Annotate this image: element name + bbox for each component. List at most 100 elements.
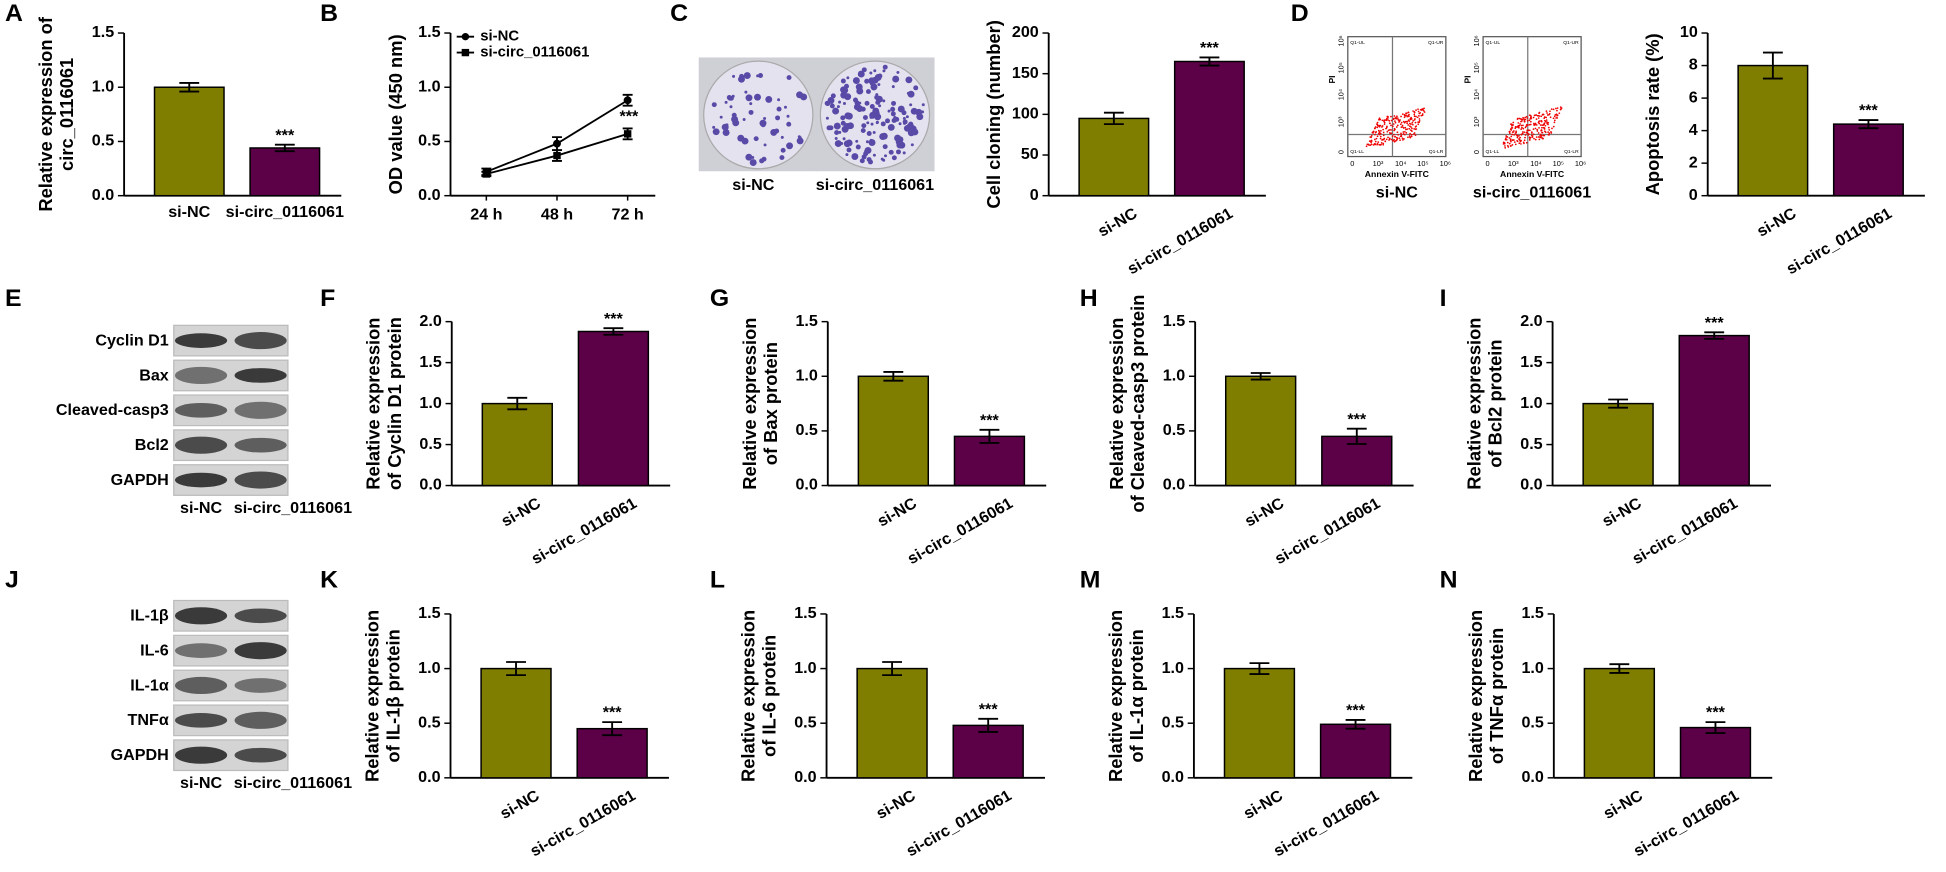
annotation: *** bbox=[1705, 315, 1725, 332]
x-tick-label: si-circ_0116061 bbox=[1271, 787, 1382, 860]
colony bbox=[897, 105, 905, 113]
flow-event bbox=[1379, 135, 1382, 138]
flow-event bbox=[1388, 139, 1390, 141]
flow-event bbox=[1401, 124, 1404, 127]
colony bbox=[756, 74, 760, 78]
flow-event bbox=[1387, 119, 1389, 121]
flow-event bbox=[1540, 115, 1543, 118]
colony bbox=[880, 132, 888, 140]
flow-x-tick: 0 bbox=[1350, 159, 1354, 168]
quadrant-label: Q1-UL bbox=[1350, 40, 1365, 46]
flow-event bbox=[1383, 123, 1386, 125]
flow-event bbox=[1522, 127, 1525, 130]
flow-event bbox=[1390, 119, 1393, 122]
annotation: *** bbox=[1200, 40, 1220, 57]
flow-event bbox=[1515, 130, 1518, 133]
flow-y-tick: 0 bbox=[1472, 150, 1481, 154]
flow-event bbox=[1399, 139, 1401, 141]
panel-letter: I bbox=[1440, 285, 1447, 312]
flow-event bbox=[1399, 123, 1402, 126]
flow-event bbox=[1527, 134, 1530, 136]
y-tick-label: 6 bbox=[1689, 89, 1698, 106]
flow-event bbox=[1504, 147, 1507, 149]
flow-ylabel: PI bbox=[1462, 75, 1472, 83]
flow-event bbox=[1414, 134, 1417, 137]
y-tick-label: 0.0 bbox=[419, 477, 442, 494]
flow-event bbox=[1533, 123, 1535, 126]
colony bbox=[871, 85, 877, 91]
flow-event bbox=[1513, 139, 1515, 141]
error-bar bbox=[1346, 427, 1367, 445]
panel-letter: G bbox=[710, 285, 729, 312]
flow-event bbox=[1375, 131, 1378, 133]
flow-event bbox=[1379, 132, 1382, 135]
colony bbox=[842, 101, 846, 105]
y-tick-label: 1.5 bbox=[419, 354, 442, 371]
flow-event bbox=[1508, 142, 1511, 145]
colony bbox=[786, 121, 792, 127]
flow-event bbox=[1374, 138, 1376, 141]
flow-event bbox=[1390, 138, 1393, 141]
legend-label: si-circ_0116061 bbox=[480, 45, 589, 61]
flow-event bbox=[1374, 143, 1377, 146]
flow-event bbox=[1408, 127, 1411, 130]
flow-event bbox=[1558, 112, 1561, 115]
flow-event bbox=[1378, 125, 1380, 128]
y-tick-label: 0.5 bbox=[1521, 715, 1544, 732]
flow-event bbox=[1394, 120, 1396, 123]
flow-event bbox=[1547, 126, 1550, 129]
colony bbox=[838, 100, 842, 104]
flow-event bbox=[1413, 113, 1416, 116]
colony bbox=[872, 130, 876, 134]
flow-event bbox=[1422, 109, 1425, 112]
flow-event bbox=[1402, 127, 1405, 129]
flow-y-tick: 10⁶ bbox=[1472, 35, 1481, 46]
flow-event bbox=[1549, 116, 1552, 119]
image-label: si-circ_0116061 bbox=[816, 177, 934, 194]
blot-band bbox=[234, 368, 287, 383]
y-tick-label: 1.0 bbox=[92, 79, 115, 96]
annotation: *** bbox=[604, 311, 624, 328]
flow-x-tick: 10⁶ bbox=[1575, 159, 1586, 168]
flow-event bbox=[1513, 130, 1515, 132]
flow-event bbox=[1391, 135, 1394, 138]
bar bbox=[1583, 667, 1656, 779]
colony bbox=[770, 128, 778, 136]
flow-event bbox=[1519, 136, 1521, 139]
colony bbox=[753, 136, 759, 142]
colony bbox=[864, 100, 870, 106]
flow-x-tick: 10³ bbox=[1373, 159, 1384, 168]
flow-event bbox=[1382, 143, 1385, 146]
y-axis-label: Relative expression of bbox=[35, 16, 56, 211]
colony bbox=[712, 128, 720, 136]
y-axis-label: of Cyclin D1 protein bbox=[384, 317, 405, 490]
colony bbox=[745, 153, 753, 161]
colony bbox=[846, 76, 850, 80]
y-axis-label: circ_0116061 bbox=[56, 58, 77, 171]
colony bbox=[796, 137, 804, 145]
blot-lane-label: si-NC bbox=[180, 500, 223, 517]
flow-x-tick: 0 bbox=[1486, 159, 1490, 168]
flow-event bbox=[1382, 131, 1385, 134]
flow-event bbox=[1544, 131, 1547, 134]
bar bbox=[481, 402, 553, 487]
flow-event bbox=[1519, 123, 1521, 125]
y-tick-label: 1.0 bbox=[1521, 660, 1544, 677]
flow-event bbox=[1401, 137, 1404, 140]
flow-y-tick: 10⁵ bbox=[1472, 62, 1481, 73]
flow-event bbox=[1538, 138, 1541, 141]
flow-event bbox=[1526, 129, 1529, 132]
colony bbox=[905, 76, 913, 84]
blot-band bbox=[174, 676, 228, 695]
colony bbox=[898, 141, 906, 149]
panel-letter: D bbox=[1291, 0, 1309, 27]
flow-event bbox=[1538, 120, 1540, 123]
blot-band bbox=[174, 402, 228, 418]
y-tick-label: 0.0 bbox=[418, 187, 441, 204]
x-tick-label: si-NC bbox=[168, 204, 211, 221]
flow-event bbox=[1376, 121, 1379, 124]
error-bar bbox=[603, 327, 624, 336]
colony bbox=[872, 153, 876, 157]
flow-event bbox=[1553, 121, 1556, 124]
flow-event bbox=[1535, 136, 1538, 138]
